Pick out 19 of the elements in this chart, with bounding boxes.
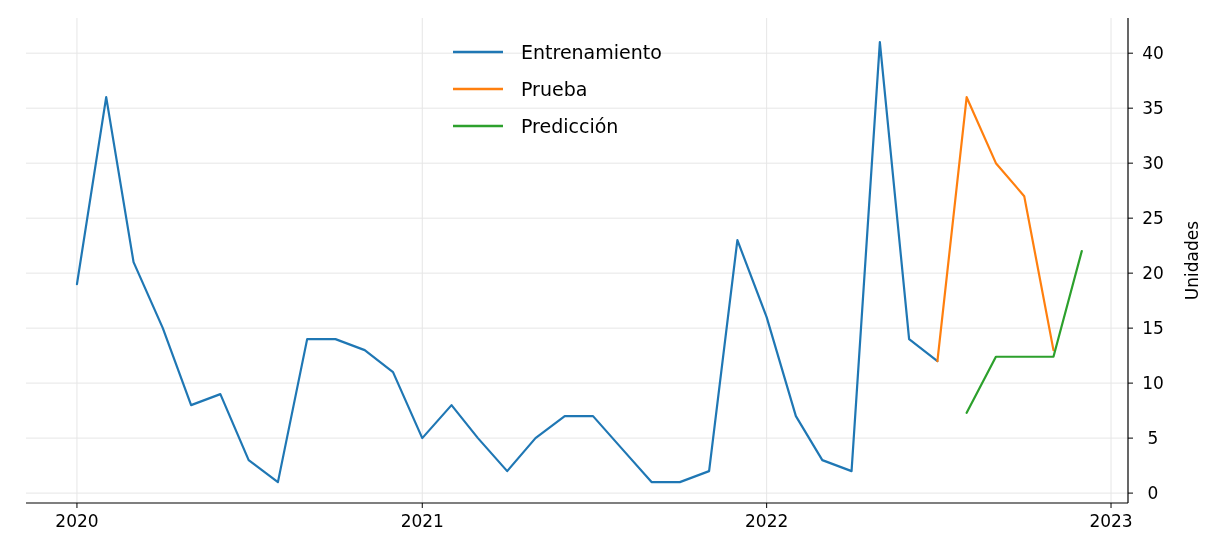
x-tick-label: 2023: [1089, 511, 1133, 531]
x-tick-label: 2021: [400, 511, 444, 531]
y-tick-label: 25: [1142, 208, 1164, 229]
x-tick-label: 2022: [745, 511, 789, 531]
x-tick-label: 2020: [55, 511, 99, 531]
y-tick-label: 35: [1142, 98, 1164, 119]
line-series: [75, 41, 939, 484]
y-tick-label: 0: [1147, 483, 1159, 504]
y-axis-title: Unidades: [1182, 220, 1202, 301]
y-tick-label: 40: [1142, 43, 1164, 64]
y-tick-label: 5: [1147, 428, 1159, 449]
legend-label: Entrenamiento: [521, 40, 662, 63]
legend-label: Predicción: [521, 114, 619, 137]
legend-label: Prueba: [521, 77, 588, 100]
y-tick-label: 10: [1142, 373, 1164, 394]
y-tick-label: 30: [1142, 153, 1164, 174]
line-series: [936, 96, 1055, 363]
y-tick-label: 20: [1142, 263, 1164, 284]
y-tick-label: 15: [1142, 318, 1164, 339]
